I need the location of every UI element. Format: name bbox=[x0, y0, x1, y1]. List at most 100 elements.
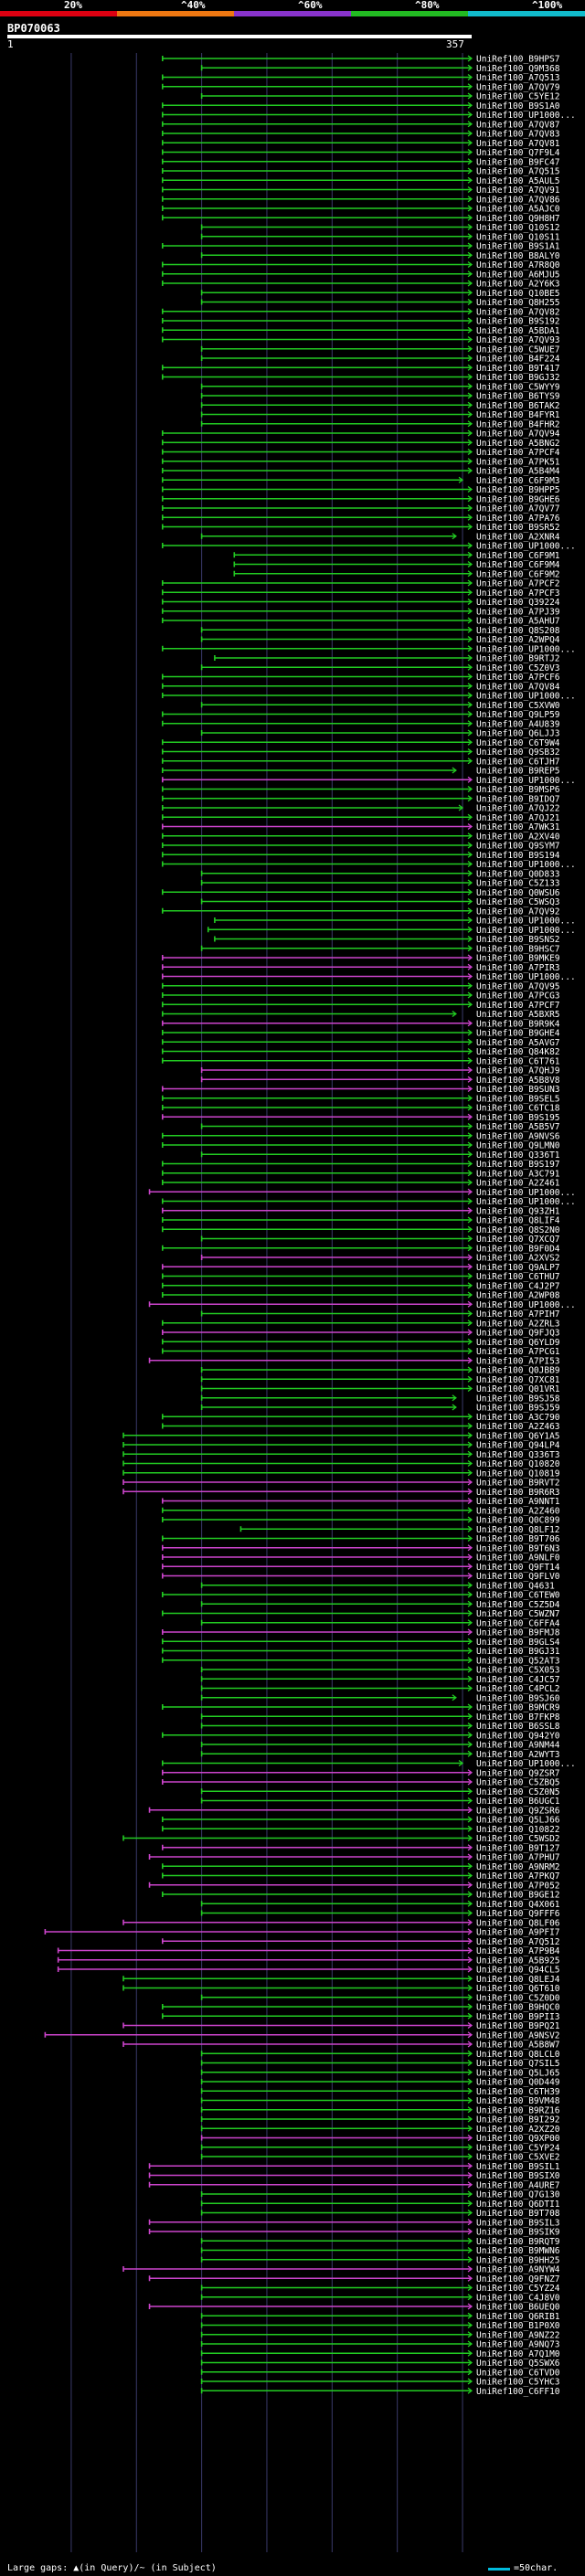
hit-row[interactable]: UniRef100_Q8LF12 bbox=[239, 1525, 560, 1535]
hit-label[interactable]: UniRef100_B4FHR2 bbox=[476, 419, 560, 429]
hit-row[interactable]: UniRef100_B9SIK9 bbox=[148, 2228, 560, 2238]
hit-label[interactable]: UniRef100_A5AVG7 bbox=[476, 1038, 560, 1048]
hit-row[interactable]: UniRef100_A7PHU7 bbox=[148, 1853, 560, 1863]
hit-row[interactable]: UniRef100_B9GHE6 bbox=[162, 494, 560, 504]
hit-label[interactable]: UniRef100_Q4X061 bbox=[476, 1900, 560, 1910]
hit-label[interactable]: UniRef100_Q8LF06 bbox=[476, 1918, 560, 1928]
hit-label[interactable]: UniRef100_C5WYY9 bbox=[476, 382, 560, 392]
hit-row[interactable]: UniRef100_Q10BE5 bbox=[200, 289, 560, 299]
hit-row[interactable]: UniRef100_Q10820 bbox=[122, 1459, 560, 1469]
hit-row[interactable]: UniRef100_A2ZRL3 bbox=[162, 1319, 560, 1329]
hit-row[interactable]: UniRef100_C6TC18 bbox=[162, 1104, 560, 1114]
hit-row[interactable]: UniRef100_A7QHJ9 bbox=[200, 1066, 560, 1076]
hit-label[interactable]: UniRef100_B9PII3 bbox=[476, 2012, 560, 2022]
hit-row[interactable]: UniRef100_Q7G130 bbox=[200, 2190, 560, 2200]
hit-label[interactable]: UniRef100_UP1000... bbox=[476, 972, 576, 982]
hit-row[interactable]: UniRef100_C5Z0D0 bbox=[200, 1993, 560, 2003]
hit-row[interactable]: UniRef100_C5WUE7 bbox=[200, 345, 560, 355]
hit-label[interactable]: UniRef100_Q9ZSR7 bbox=[476, 1768, 560, 1778]
hit-label[interactable]: UniRef100_UP1000... bbox=[476, 542, 576, 552]
hit-row[interactable]: UniRef100_Q9FLV0 bbox=[162, 1572, 560, 1582]
hit-row[interactable]: UniRef100_A7QV77 bbox=[162, 504, 560, 514]
hit-label[interactable]: UniRef100_A7R8Q0 bbox=[476, 260, 560, 270]
hit-row[interactable]: UniRef100_C5YHC3 bbox=[200, 2378, 560, 2388]
hit-row[interactable]: UniRef100_B9T417 bbox=[162, 364, 560, 374]
hit-label[interactable]: UniRef100_Q9FJQ3 bbox=[476, 1329, 560, 1339]
hit-label[interactable]: UniRef100_A7QV93 bbox=[476, 335, 560, 345]
hit-row[interactable]: UniRef100_Q10S12 bbox=[200, 223, 560, 233]
hit-row[interactable]: UniRef100_Q6DTI1 bbox=[200, 2200, 560, 2210]
hit-label[interactable]: UniRef100_A5AHU7 bbox=[476, 617, 560, 627]
hit-row[interactable]: UniRef100_A9NYW4 bbox=[122, 2265, 560, 2275]
hit-row[interactable]: UniRef100_A5B5V7 bbox=[200, 1122, 560, 1132]
hit-row[interactable]: UniRef100_B7FKP8 bbox=[200, 1712, 560, 1723]
hit-row[interactable]: UniRef100_C5WSQ3 bbox=[200, 897, 560, 907]
hit-row[interactable]: UniRef100_Q6YLD9 bbox=[162, 1338, 560, 1348]
hit-label[interactable]: UniRef100_UP1000... bbox=[476, 692, 576, 702]
hit-label[interactable]: UniRef100_B9S194 bbox=[476, 851, 560, 861]
hit-row[interactable]: UniRef100_Q8H255 bbox=[200, 298, 560, 308]
hit-row[interactable]: UniRef100_B4FHR2 bbox=[200, 419, 560, 429]
hit-label[interactable]: UniRef100_A2XV40 bbox=[476, 832, 560, 842]
hit-label[interactable]: UniRef100_Q9XP00 bbox=[476, 2134, 560, 2144]
hit-row[interactable]: UniRef100_A7QV79 bbox=[162, 82, 560, 92]
hit-row[interactable]: UniRef100_A2Z461 bbox=[162, 1179, 560, 1189]
hit-label[interactable]: UniRef100_Q94LP4 bbox=[476, 1441, 560, 1451]
hit-label[interactable]: UniRef100_B9RZ16 bbox=[476, 2105, 560, 2115]
hit-label[interactable]: UniRef100_Q9M368 bbox=[476, 64, 560, 74]
hit-row[interactable]: UniRef100_UP1000... bbox=[148, 1300, 576, 1310]
hit-label[interactable]: UniRef100_Q9FFF6 bbox=[476, 1909, 560, 1919]
hit-label[interactable]: UniRef100_B9HPS7 bbox=[476, 55, 560, 65]
hit-label[interactable]: UniRef100_C6T761 bbox=[476, 1056, 560, 1066]
hit-label[interactable]: UniRef100_C5WSQ3 bbox=[476, 897, 560, 907]
hit-label[interactable]: UniRef100_B9T706 bbox=[476, 1534, 560, 1544]
hit-label[interactable]: UniRef100_B6UGC1 bbox=[476, 1797, 560, 1807]
hit-row[interactable]: UniRef100_Q6T610 bbox=[122, 1984, 560, 1994]
hit-row[interactable]: UniRef100_A2XV40 bbox=[162, 832, 560, 842]
hit-row[interactable]: UniRef100_A5B8V8 bbox=[200, 1076, 560, 1086]
hit-label[interactable]: UniRef100_C5ZBQ5 bbox=[476, 1778, 560, 1788]
hit-label[interactable]: UniRef100_A7PA76 bbox=[476, 514, 560, 524]
hit-row[interactable]: UniRef100_Q7XC81 bbox=[200, 1375, 560, 1385]
hit-row[interactable]: UniRef100_A7Q1M0 bbox=[200, 2349, 560, 2359]
hit-label[interactable]: UniRef100_A2ZRL3 bbox=[476, 1319, 560, 1329]
hit-label[interactable]: UniRef100_A7PCF6 bbox=[476, 673, 560, 683]
hit-row[interactable]: UniRef100_B9SEL5 bbox=[162, 1094, 560, 1104]
hit-row[interactable]: UniRef100_Q10822 bbox=[162, 1825, 560, 1835]
hit-row[interactable]: UniRef100_Q94LP4 bbox=[122, 1441, 560, 1451]
hit-row[interactable]: UniRef100_A2Z463 bbox=[162, 1422, 560, 1432]
hit-label[interactable]: UniRef100_Q9H8H7 bbox=[476, 214, 560, 224]
hit-label[interactable]: UniRef100_UP1000... bbox=[476, 917, 576, 927]
hit-label[interactable]: UniRef100_Q336T3 bbox=[476, 1450, 560, 1460]
hit-row[interactable]: UniRef100_B9SR52 bbox=[162, 523, 560, 533]
hit-label[interactable]: UniRef100_B9HH25 bbox=[476, 2255, 560, 2265]
hit-row[interactable]: UniRef100_B9HSC7 bbox=[200, 944, 560, 954]
hit-label[interactable]: UniRef100_B9RVT2 bbox=[476, 1479, 560, 1489]
hit-row[interactable]: UniRef100_A7R8Q0 bbox=[162, 260, 560, 270]
hit-row[interactable]: UniRef100_B9HPP5 bbox=[162, 485, 560, 495]
hit-label[interactable]: UniRef100_C6THU7 bbox=[476, 1272, 560, 1282]
hit-row[interactable]: UniRef100_B9VM48 bbox=[200, 2096, 560, 2106]
hit-label[interactable]: UniRef100_Q7XC81 bbox=[476, 1375, 560, 1385]
hit-label[interactable]: UniRef100_B9T708 bbox=[476, 2209, 560, 2219]
hit-label[interactable]: UniRef100_A2Z461 bbox=[476, 1179, 560, 1189]
hit-label[interactable]: UniRef100_A7WK31 bbox=[476, 822, 560, 832]
hit-row[interactable]: UniRef100_B9S195 bbox=[162, 1113, 560, 1123]
hit-label[interactable]: UniRef100_A7PJ39 bbox=[476, 607, 560, 617]
hit-row[interactable]: UniRef100_UP1000... bbox=[162, 860, 576, 870]
hit-row[interactable]: UniRef100_C6T9W4 bbox=[162, 738, 560, 748]
hit-label[interactable]: UniRef100_A7Q512 bbox=[476, 1937, 560, 1947]
hit-row[interactable]: UniRef100_B9SUN3 bbox=[162, 1085, 560, 1095]
hit-label[interactable]: UniRef100_A7QV83 bbox=[476, 130, 560, 140]
hit-label[interactable]: UniRef100_Q8LCL0 bbox=[476, 2050, 560, 2060]
hit-row[interactable]: UniRef100_UP1000... bbox=[162, 1759, 576, 1769]
hit-label[interactable]: UniRef100_C5Z0D0 bbox=[476, 1993, 560, 2003]
hit-label[interactable]: UniRef100_C5YZ24 bbox=[476, 2284, 560, 2294]
hit-row[interactable]: UniRef100_A7QJ21 bbox=[162, 813, 560, 823]
hit-row[interactable]: UniRef100_A7PK51 bbox=[162, 457, 560, 467]
hit-label[interactable]: UniRef100_C5Z0V3 bbox=[476, 663, 560, 673]
hit-label[interactable]: UniRef100_C6TH39 bbox=[476, 2087, 560, 2097]
hit-row[interactable]: UniRef100_C5WZN7 bbox=[162, 1609, 560, 1619]
hit-label[interactable]: UniRef100_B9GLS4 bbox=[476, 1638, 560, 1648]
hit-row[interactable]: UniRef100_Q336T1 bbox=[200, 1150, 560, 1161]
